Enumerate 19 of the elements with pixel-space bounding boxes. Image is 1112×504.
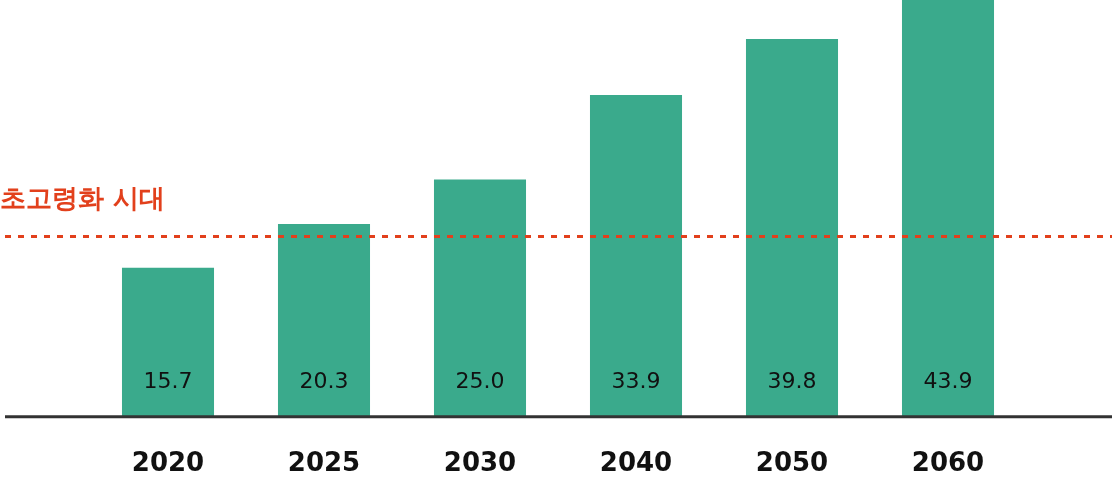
bar [901,0,995,417]
data-label: 15.7 [143,367,193,393]
bar [121,267,215,417]
x-tick-label: 2030 [443,447,517,478]
data-label: 39.8 [767,367,817,393]
x-tick-label: 2025 [287,447,361,478]
x-tick-label: 2060 [911,447,985,478]
bar [433,179,527,417]
data-label: 33.9 [611,367,661,393]
data-label: 20.3 [299,367,349,393]
bar [589,94,683,417]
bar [745,38,839,417]
x-tick-label: 2020 [131,447,205,478]
data-label: 25.0 [455,367,505,393]
bar [277,224,371,417]
data-label: 43.9 [923,367,973,393]
x-tick-label: 2040 [599,447,673,478]
x-tick-label: 2050 [755,447,829,478]
ref-line-label: 초고령화 시대 [0,183,166,214]
